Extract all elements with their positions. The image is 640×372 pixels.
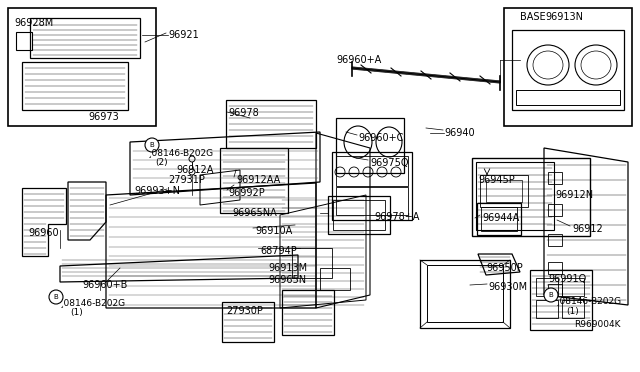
Bar [8, 8, 156, 126]
Circle shape [145, 138, 159, 152]
Text: 96940: 96940 [444, 128, 475, 138]
Bar [548, 262, 562, 274]
Text: 27930P: 27930P [226, 306, 263, 316]
Bar [548, 284, 562, 296]
Bar [332, 152, 412, 220]
Bar [562, 300, 584, 318]
Text: 96930M: 96930M [488, 282, 527, 292]
Bar [481, 207, 517, 231]
Text: 96993+N: 96993+N [134, 186, 180, 196]
Bar [222, 302, 274, 342]
Text: R969004K: R969004K [574, 320, 621, 329]
Bar [333, 200, 385, 230]
Bar [336, 118, 404, 173]
Bar [548, 204, 562, 216]
Text: 96978+A: 96978+A [374, 212, 419, 222]
Circle shape [49, 290, 63, 304]
Bar [536, 300, 558, 318]
Bar [562, 278, 584, 296]
Text: BASE: BASE [520, 12, 546, 22]
Text: 96960+C: 96960+C [358, 133, 403, 143]
Text: 96928M: 96928M [14, 18, 53, 28]
Circle shape [544, 288, 558, 302]
Bar [336, 156, 408, 186]
Bar [292, 248, 332, 278]
Text: 96992P: 96992P [228, 188, 265, 198]
Text: 96912: 96912 [572, 224, 603, 234]
Bar [536, 278, 558, 296]
Bar [548, 234, 562, 246]
Text: ¸08146-B202G: ¸08146-B202G [556, 296, 622, 305]
Text: (2): (2) [155, 158, 168, 167]
Bar [226, 100, 316, 148]
Bar [336, 187, 408, 215]
Text: 96945P: 96945P [478, 175, 515, 185]
Text: 96912N: 96912N [555, 190, 593, 200]
Text: 96950P: 96950P [486, 263, 523, 273]
Bar [472, 158, 590, 236]
Bar [477, 203, 521, 235]
Text: 96913N: 96913N [545, 12, 583, 22]
Text: ¸08146-B202G: ¸08146-B202G [60, 298, 126, 307]
Text: (1): (1) [70, 308, 83, 317]
Text: 96991Q: 96991Q [548, 274, 586, 284]
Text: 96913M: 96913M [268, 263, 307, 273]
Bar [504, 8, 632, 126]
Text: 96973: 96973 [88, 112, 119, 122]
Bar [320, 268, 350, 290]
Bar [282, 290, 334, 335]
Bar [548, 172, 562, 184]
Text: 96960: 96960 [28, 228, 59, 238]
Text: (1): (1) [566, 307, 579, 316]
Text: B: B [150, 142, 154, 148]
Text: 96912AA: 96912AA [236, 175, 280, 185]
Text: 27931P: 27931P [168, 175, 205, 185]
Text: 96975Q: 96975Q [370, 158, 408, 168]
Text: ¸08146-B202G: ¸08146-B202G [148, 148, 214, 157]
Text: B: B [548, 292, 554, 298]
Bar [480, 175, 528, 207]
Text: 96960+A: 96960+A [336, 55, 381, 65]
Text: 96910A: 96910A [255, 226, 292, 236]
Circle shape [189, 169, 195, 175]
Text: 68794P: 68794P [260, 246, 297, 256]
Text: 96921: 96921 [168, 30, 199, 40]
Text: B: B [54, 294, 58, 300]
Text: 96960+B: 96960+B [82, 280, 127, 290]
Text: 96944A: 96944A [482, 213, 519, 223]
Bar [220, 148, 288, 213]
Text: 96912A: 96912A [176, 165, 213, 175]
Text: 96965NA: 96965NA [232, 208, 276, 218]
Text: 96978: 96978 [228, 108, 259, 118]
Circle shape [189, 156, 195, 162]
Bar [486, 180, 522, 202]
Bar [516, 90, 620, 105]
Text: 96965N: 96965N [268, 275, 306, 285]
Bar [328, 196, 390, 234]
